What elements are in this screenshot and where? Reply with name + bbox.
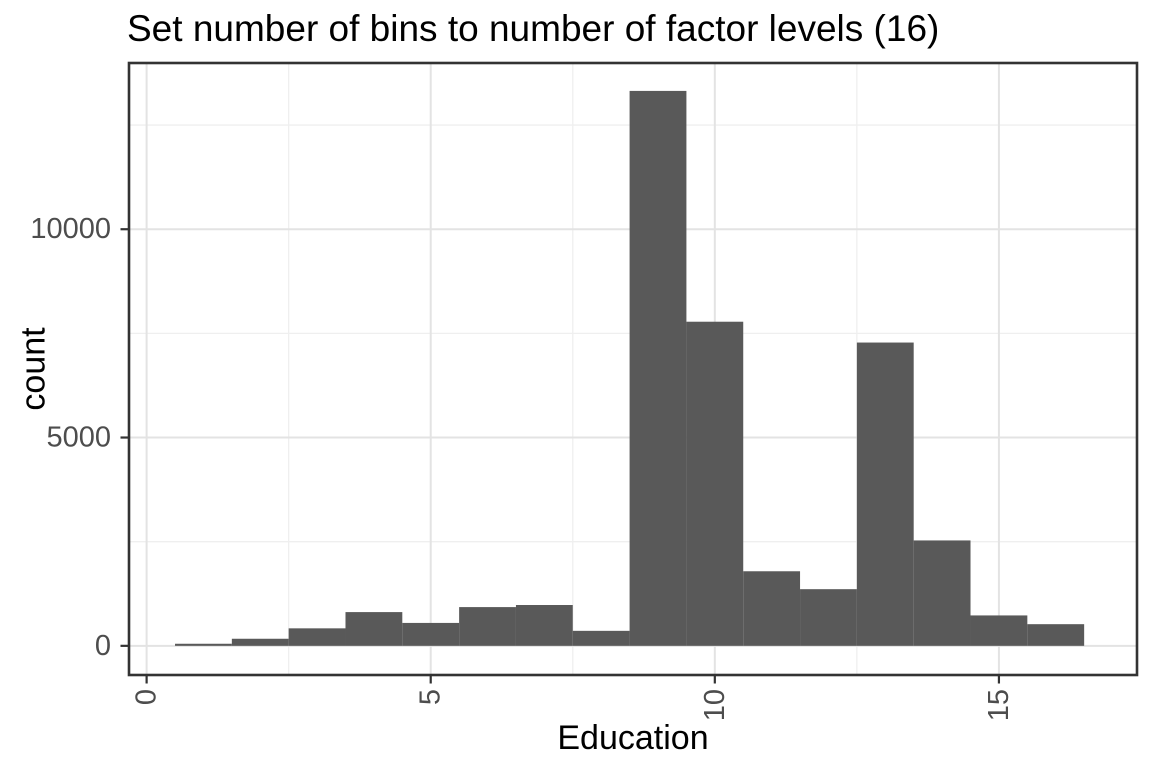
histogram-bar xyxy=(686,321,744,646)
y-axis-tick-label: 10000 xyxy=(30,213,111,245)
y-axis-tick-label: 5000 xyxy=(46,422,111,454)
panel-border xyxy=(127,61,1139,677)
histogram-bar xyxy=(856,342,914,646)
histogram-bar xyxy=(288,628,346,646)
histogram-bars xyxy=(175,90,1085,646)
histogram-bar xyxy=(913,540,971,646)
histogram-bar xyxy=(1027,624,1085,646)
y-axis-tick-label: 0 xyxy=(95,630,111,662)
histogram-bar xyxy=(800,589,857,646)
histogram-bar xyxy=(402,622,460,646)
histogram-bar xyxy=(743,571,801,646)
x-axis-tick-label: 5 xyxy=(415,689,447,705)
histogram-bar xyxy=(345,612,403,646)
histogram-bar xyxy=(515,605,573,646)
x-axis-title: Education xyxy=(557,719,709,757)
histogram-bar xyxy=(629,90,687,646)
histogram-bar xyxy=(175,643,232,646)
axis-ticks xyxy=(120,228,1001,684)
x-axis-labels: 0 5 10 15 xyxy=(131,689,1015,721)
y-axis-labels: 0 5000 10000 xyxy=(30,213,111,662)
histogram-bar xyxy=(572,630,630,646)
y-axis-title: count xyxy=(14,327,53,411)
x-axis-tick-label: 15 xyxy=(983,689,1015,721)
x-axis-tick-label: 10 xyxy=(699,689,731,721)
histogram-bar xyxy=(970,615,1028,646)
histogram-bar xyxy=(459,607,516,646)
x-axis-tick-label: 0 xyxy=(131,689,163,705)
plot-title: Set number of bins to number of factor l… xyxy=(127,8,940,49)
histogram-bar xyxy=(231,638,289,646)
